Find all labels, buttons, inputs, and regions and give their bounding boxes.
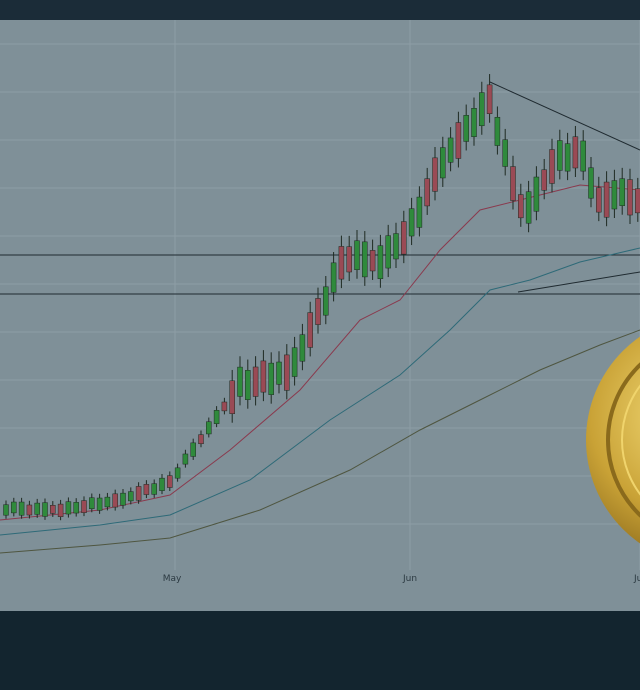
candle	[502, 139, 508, 167]
coin	[586, 336, 640, 544]
candle	[338, 246, 345, 280]
top-bar	[0, 0, 640, 20]
candle	[479, 92, 485, 127]
candle	[510, 166, 516, 201]
candle	[3, 504, 9, 516]
candle	[346, 246, 352, 273]
trend-line	[489, 81, 640, 151]
candle	[252, 366, 259, 397]
candle	[494, 116, 501, 146]
candle	[198, 434, 204, 445]
candle	[330, 262, 337, 293]
candle	[57, 503, 64, 517]
candle	[619, 178, 625, 206]
candle	[455, 122, 462, 159]
candle	[120, 492, 126, 506]
candle	[635, 188, 640, 214]
candle	[564, 143, 571, 172]
candle	[611, 180, 618, 210]
candle	[135, 486, 142, 501]
candle	[362, 241, 368, 278]
candle	[34, 502, 40, 515]
candle	[213, 410, 220, 424]
candle	[627, 179, 633, 216]
candle	[89, 497, 95, 510]
candle	[237, 366, 243, 397]
candle	[50, 505, 56, 514]
candle	[245, 370, 251, 400]
candle	[385, 235, 391, 269]
moving-average	[0, 247, 640, 536]
candle	[260, 360, 267, 393]
candle	[143, 484, 150, 495]
candle	[588, 167, 594, 199]
candle	[557, 140, 563, 171]
candle	[229, 380, 235, 414]
candle	[377, 245, 384, 279]
candle	[167, 475, 173, 488]
bottom-bar	[0, 611, 640, 690]
candle	[128, 491, 134, 502]
candle	[307, 312, 313, 348]
candle	[299, 334, 306, 362]
x-label: Ju	[633, 574, 640, 584]
candle	[26, 504, 33, 516]
candle	[541, 169, 547, 191]
candle	[268, 362, 274, 395]
candle	[151, 483, 157, 495]
candle	[463, 115, 469, 142]
candle	[96, 497, 103, 511]
candle	[284, 354, 290, 391]
candle	[190, 442, 196, 457]
candle	[182, 453, 189, 465]
candle	[276, 361, 282, 385]
candle	[18, 501, 25, 516]
candle	[432, 157, 438, 192]
candle	[603, 181, 610, 218]
x-label: May	[163, 574, 182, 584]
candle	[174, 467, 181, 479]
candle	[65, 501, 72, 515]
candle	[424, 178, 430, 207]
candle	[221, 401, 228, 412]
candle	[291, 347, 298, 377]
trend-line	[517, 271, 640, 293]
candle	[11, 501, 17, 514]
candle	[533, 176, 540, 212]
moving-average	[0, 329, 640, 554]
candle	[354, 240, 360, 270]
candle	[73, 502, 79, 514]
candle	[81, 500, 87, 513]
candle	[580, 140, 586, 172]
candle	[369, 250, 376, 272]
candle	[112, 493, 118, 508]
candle	[42, 502, 48, 517]
x-label: Jun	[402, 574, 417, 584]
candle	[471, 108, 477, 137]
candle	[525, 191, 532, 224]
candle	[323, 286, 329, 316]
candle	[401, 221, 407, 255]
candle	[159, 477, 165, 491]
candle	[206, 421, 212, 435]
candle	[416, 196, 423, 228]
candles	[3, 74, 640, 521]
candle	[486, 84, 493, 114]
candle	[596, 187, 602, 213]
candle	[408, 208, 415, 237]
candle	[549, 149, 555, 184]
candle	[572, 136, 579, 169]
candle	[440, 147, 446, 179]
candle	[393, 233, 399, 260]
candle	[104, 496, 111, 508]
candle	[447, 137, 454, 163]
candle	[315, 298, 321, 325]
candle	[518, 194, 524, 219]
